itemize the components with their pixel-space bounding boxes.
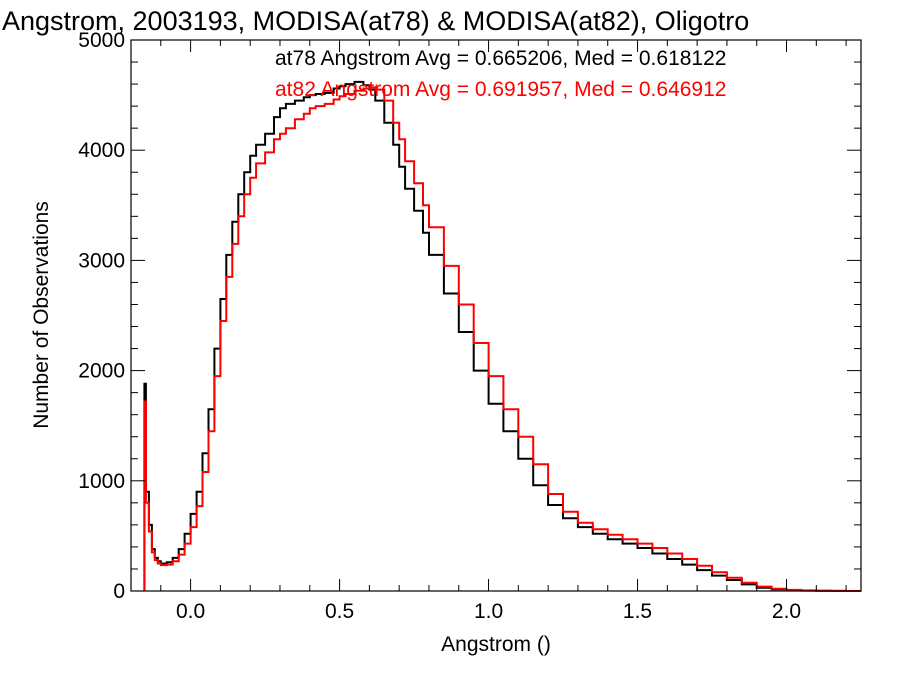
annotation-at78: at78 Angstrom Avg = 0.665206, Med = 0.61… — [275, 47, 726, 70]
y-tick-label: 0 — [113, 580, 125, 603]
y-tick-label: 3000 — [78, 249, 125, 272]
x-tick-label: 1.5 — [623, 600, 652, 623]
x-tick-label: 0.5 — [325, 600, 354, 623]
plot-frame — [130, 39, 862, 592]
y-axis: 0 1000 2000 3000 4000 5000 — [78, 29, 861, 603]
annotation-at82: at82 Angstrom Avg = 0.691957, Med = 0.64… — [275, 78, 726, 101]
x-axis-label: Angstrom () — [441, 633, 551, 656]
y-tick-label: 5000 — [78, 29, 125, 52]
x-tick-label: 2.0 — [772, 600, 801, 623]
plot-area — [143, 80, 861, 592]
y-tick-label: 4000 — [78, 139, 125, 162]
y-tick-label: 1000 — [78, 470, 125, 493]
x-tick-label: 1.0 — [474, 600, 503, 623]
y-tick-label: 2000 — [78, 360, 125, 383]
series-at78-line — [143, 80, 861, 592]
x-tick-label: 0.0 — [176, 600, 205, 623]
series-at82-line — [143, 86, 861, 592]
chart-title: Angstrom, 2003193, MODISA(at78) & MODISA… — [2, 6, 749, 36]
x-axis: 0.0 0.5 1.0 1.5 2.0 — [160, 40, 847, 623]
y-axis-label: Number of Observations — [30, 201, 53, 429]
